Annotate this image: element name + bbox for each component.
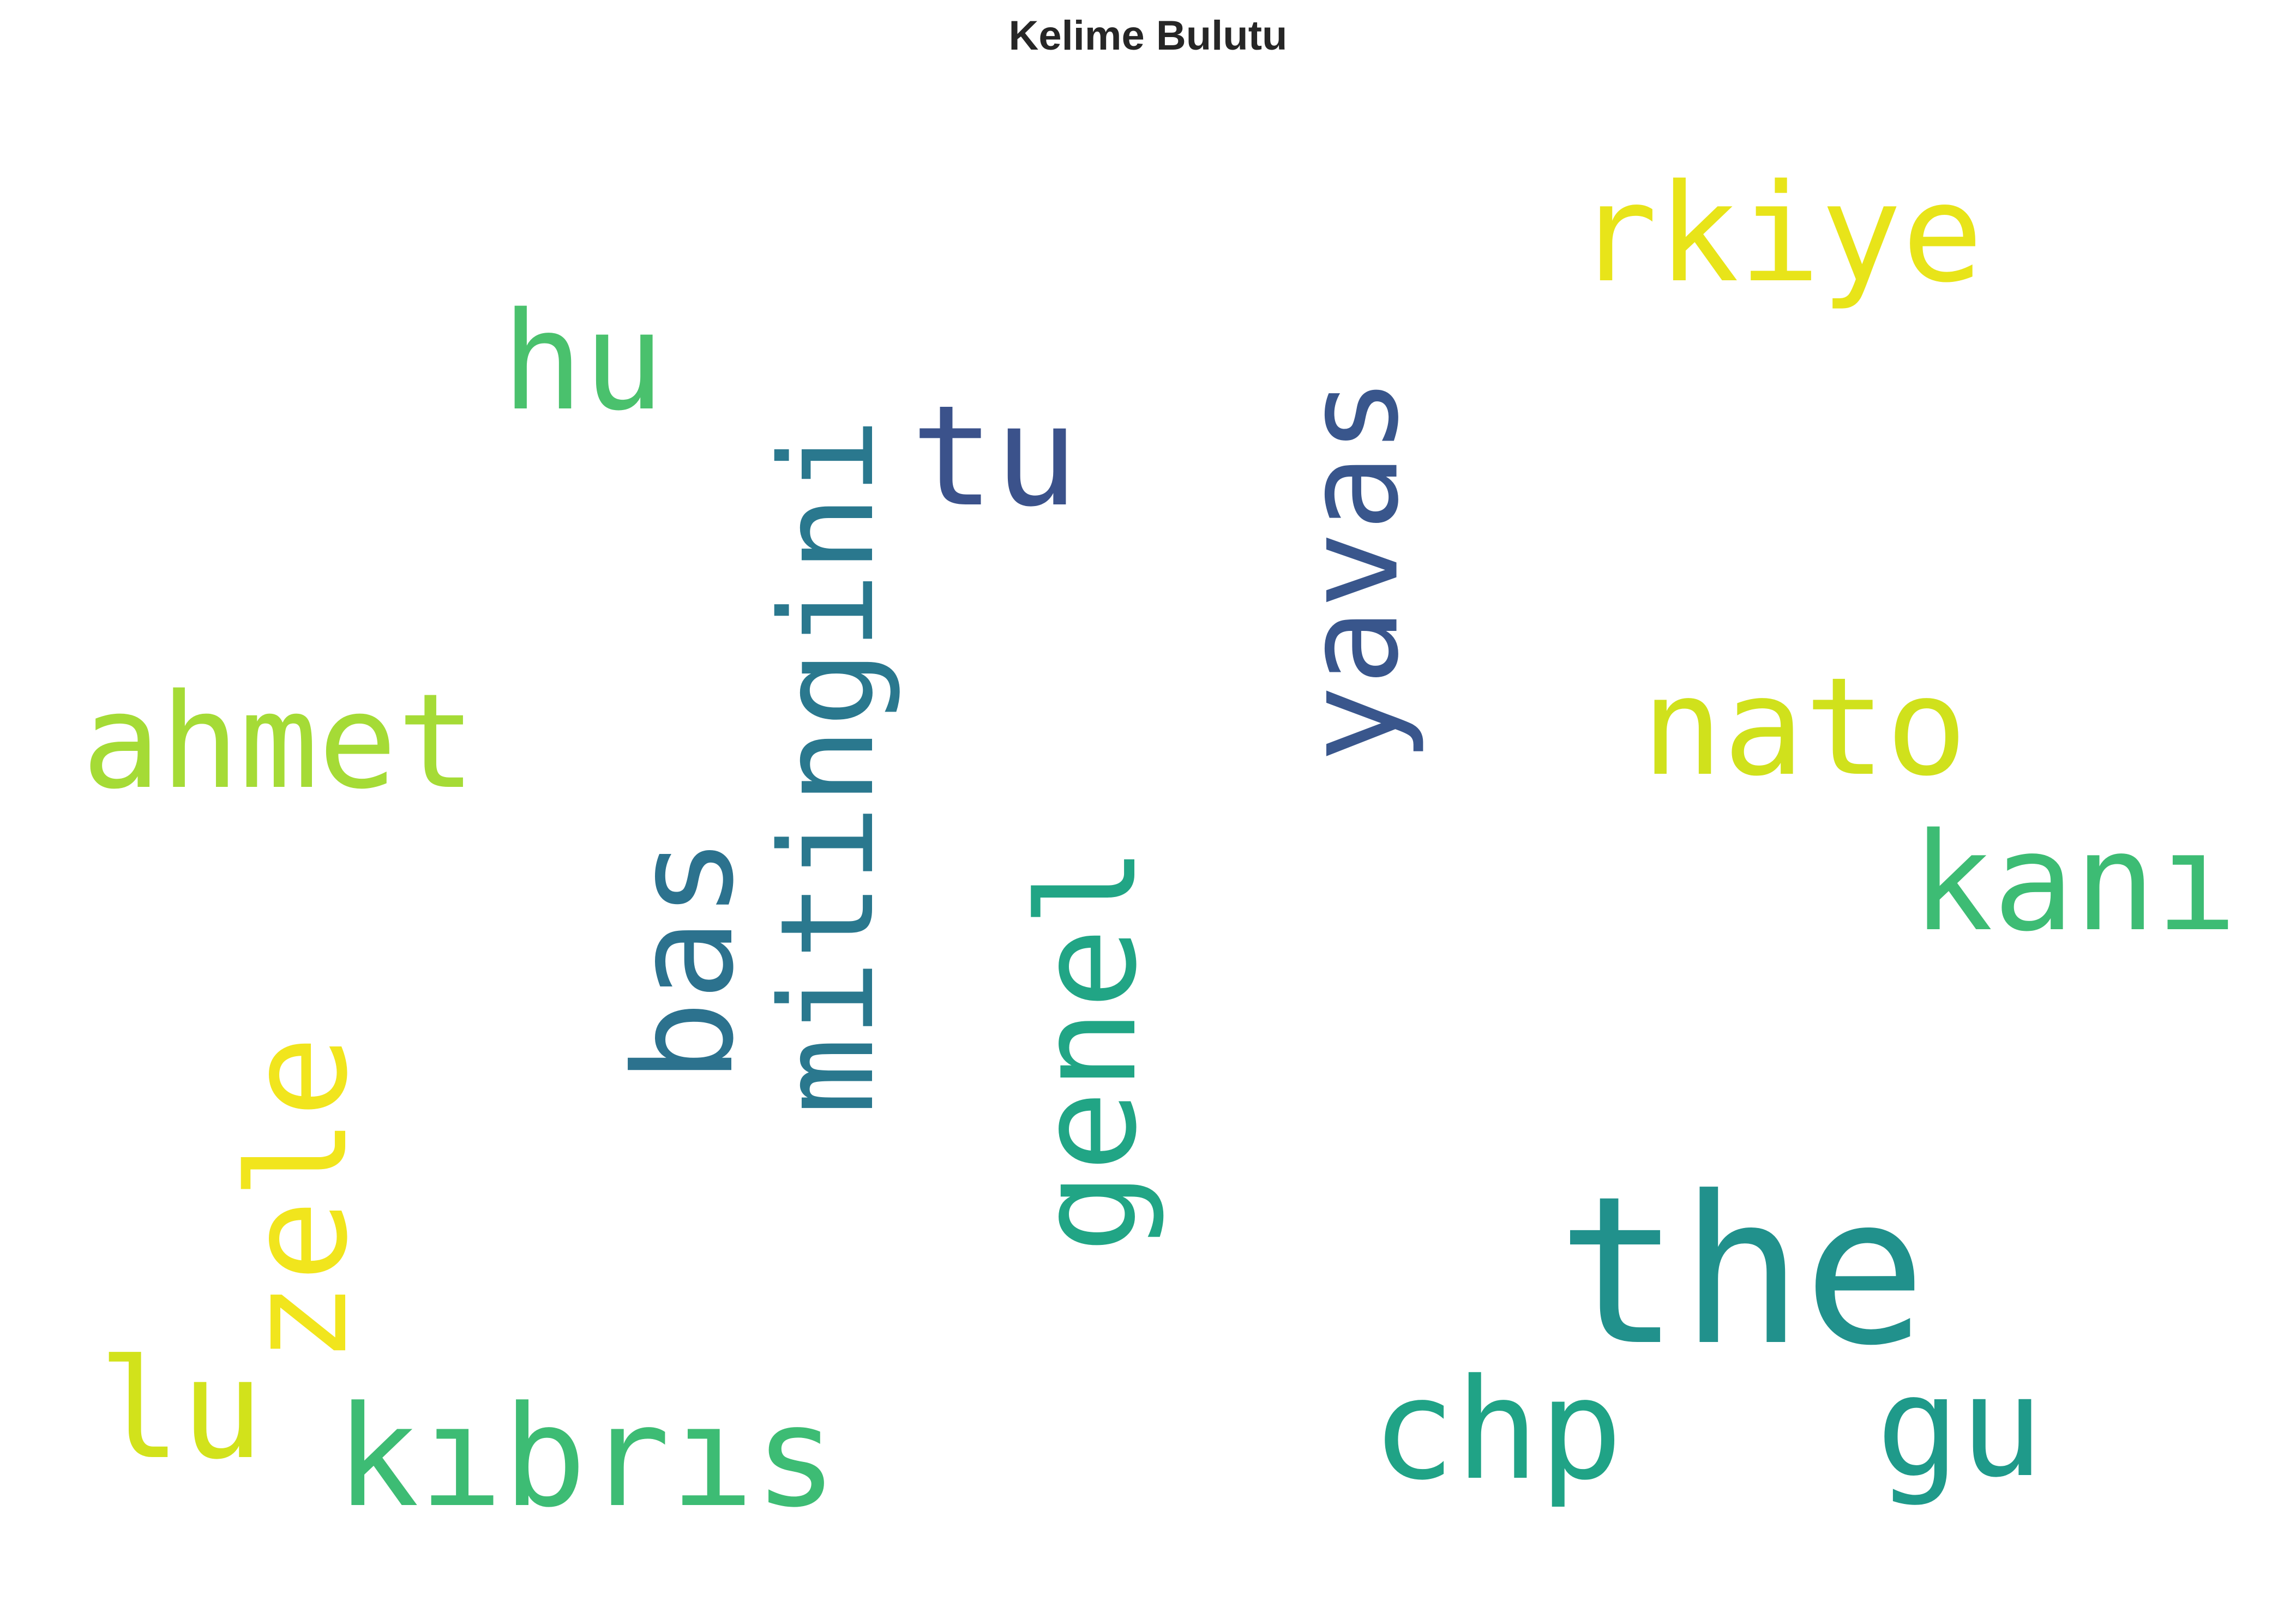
- word-rkiye: rkiye: [1576, 155, 1984, 312]
- word-yavas: yavas: [1278, 377, 1427, 763]
- word-tu: tu: [911, 376, 1079, 538]
- word-mitingini: mitingini: [753, 417, 903, 1115]
- word-kani: kanı: [1912, 804, 2238, 961]
- word-nato: nato: [1642, 649, 1968, 806]
- word-zele: zele: [219, 1035, 377, 1364]
- word-genel: genel: [1009, 846, 1167, 1254]
- word-chp: chp: [1372, 1349, 1623, 1511]
- word-gu: gu: [1876, 1346, 2044, 1508]
- word-the: the: [1557, 1153, 1927, 1391]
- word-hu: hu: [502, 284, 665, 441]
- word-ahmet: ahmet: [82, 665, 476, 818]
- word-kibris: kıbrıs: [335, 1376, 838, 1538]
- word-lu: lu: [98, 1330, 264, 1490]
- chart-title: Kelime Bulutu: [1008, 12, 1288, 59]
- word-bas: bas: [605, 836, 764, 1083]
